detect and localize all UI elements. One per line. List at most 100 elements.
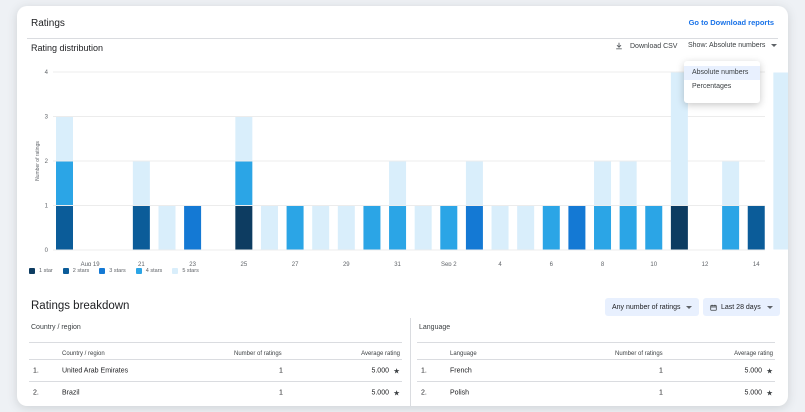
header-country: Country / region (62, 350, 105, 357)
header-language: Language (450, 350, 477, 357)
date-range-filter[interactable]: Last 28 days (703, 298, 780, 316)
table-header: Country / region Number of ratings Avera… (29, 348, 402, 359)
menu-item-absolute-numbers[interactable]: Absolute numbers (684, 66, 760, 80)
chevron-down-icon (766, 305, 773, 309)
bar-segment-3-stars[interactable] (465, 206, 483, 250)
show-dropdown-menu: Absolute numbers Percentages (684, 61, 760, 103)
legend-swatch (29, 268, 35, 274)
x-tick-label: 21 (138, 262, 145, 266)
bar-segment-4-stars[interactable] (286, 206, 304, 250)
legend-item[interactable]: 4 stars (135, 268, 162, 274)
header-average-rating: Average rating (734, 350, 773, 357)
rating-count-filter-label: Any number of ratings (612, 303, 681, 311)
bar-segment-1-star[interactable] (670, 206, 688, 250)
legend-label: 1 star (39, 268, 53, 274)
y-tick-label: 3 (45, 115, 49, 121)
download-icon (616, 42, 622, 50)
table-divider (29, 342, 402, 343)
bar-segment-4-stars[interactable] (645, 206, 663, 250)
bar-segment-4-stars[interactable] (722, 206, 740, 250)
y-axis-label: Number of ratings (35, 141, 41, 181)
bar-segment-2-stars[interactable] (56, 206, 73, 250)
table-divider (417, 342, 775, 343)
bar-segment-5-stars[interactable] (56, 117, 73, 161)
bar-segment-4-stars[interactable] (594, 206, 612, 250)
page-title: Ratings (31, 18, 65, 29)
legend-item[interactable]: 2 stars (62, 268, 89, 274)
bar-segment-4-stars[interactable] (542, 206, 560, 250)
bar-segment-4-stars[interactable] (440, 206, 458, 250)
x-tick-label: 25 (240, 262, 247, 266)
star-icon: ★ (393, 388, 400, 397)
star-icon: ★ (766, 366, 773, 375)
x-tick-label: 23 (189, 262, 196, 266)
legend-swatch (62, 268, 69, 274)
ratings-breakdown-title: Ratings breakdown (31, 300, 130, 312)
header-number-of-ratings: Number of ratings (234, 350, 282, 357)
bar-segment-5-stars[interactable] (132, 161, 150, 206)
bar-segment-5-stars[interactable] (235, 117, 253, 161)
show-dropdown[interactable]: Show: Absolute numbers (688, 42, 778, 49)
row-average: 5.000 (744, 389, 762, 396)
y-tick-label: 1 (45, 204, 49, 210)
bar-segment-4-stars[interactable] (235, 161, 253, 206)
language-table: Language Language Number of ratings Aver… (417, 322, 775, 403)
rating-count-filter[interactable]: Any number of ratings (605, 298, 700, 316)
x-tick-label: 4 (498, 262, 502, 266)
bar-segment-5-stars[interactable] (389, 161, 407, 206)
x-tick-label: 8 (601, 262, 605, 266)
row-count: 1 (659, 367, 663, 374)
row-index: 1. (421, 367, 427, 374)
bar-segment-3-stars[interactable] (184, 206, 202, 250)
row-count: 1 (279, 367, 283, 374)
bar-segment-5-stars[interactable] (517, 206, 535, 250)
download-csv-button[interactable]: Download CSV (615, 42, 677, 50)
y-tick-label: 4 (45, 70, 49, 76)
bar-segment-2-stars[interactable] (747, 206, 765, 250)
y-tick-label: 0 (45, 248, 49, 254)
legend-item[interactable]: 5 stars (172, 268, 199, 274)
download-reports-link[interactable]: Go to Download reports (688, 18, 774, 27)
chart-legend: 1 star 2 stars 3 stars 4 stars 5 stars (29, 268, 199, 274)
bar-segment-5-stars[interactable] (337, 206, 355, 250)
bar-segment-1-star[interactable] (235, 206, 253, 250)
row-average: 5.000 (744, 367, 762, 374)
bar-segment-5-stars[interactable] (619, 161, 637, 206)
x-tick-label: Sep 2 (441, 262, 457, 266)
bar-segment-5-stars[interactable] (414, 206, 432, 250)
table-row: 1. United Arab Emirates 1 5.000 ★ (29, 359, 402, 381)
bar-segment-5-stars[interactable] (722, 161, 740, 206)
legend-swatch (172, 268, 179, 274)
bar-segment-3-stars[interactable] (568, 206, 586, 250)
tables-divider (410, 318, 411, 406)
bar-segment-5-stars[interactable] (260, 206, 278, 250)
language-caption: Language (419, 324, 451, 331)
legend-item[interactable]: 3 stars (99, 268, 126, 274)
bar-segment-5-stars[interactable] (491, 206, 509, 250)
table-row: 2. Polish 1 5.000 ★ (417, 381, 775, 403)
bar-segment-5-stars[interactable] (312, 206, 330, 250)
bar-segment-5-stars[interactable] (465, 161, 483, 206)
menu-item-percentages[interactable]: Percentages (692, 83, 732, 90)
row-name: United Arab Emirates (62, 367, 129, 374)
bar-segment-4-stars[interactable] (619, 206, 637, 250)
bar-segment-5-stars[interactable] (594, 161, 612, 206)
legend-item[interactable]: 1 star (29, 268, 53, 274)
bar-segment-2-stars[interactable] (132, 206, 150, 250)
bar-segment-5-stars[interactable] (670, 72, 688, 206)
bar-segment-4-stars[interactable] (389, 206, 407, 250)
row-average: 5.000 (371, 367, 389, 374)
rating-distribution-title: Rating distribution (31, 43, 104, 53)
chevron-down-icon (686, 305, 693, 309)
row-count: 1 (279, 389, 283, 396)
bar-segment-5-stars[interactable] (158, 206, 176, 250)
table-row: 1. French 1 5.000 ★ (417, 359, 775, 381)
bar-segment-4-stars[interactable] (56, 161, 73, 206)
star-icon: ★ (393, 366, 400, 375)
bar-segment-5-stars[interactable] (773, 72, 788, 250)
row-count: 1 (659, 389, 663, 396)
header-average-rating: Average rating (361, 350, 400, 357)
show-dropdown-label: Show: Absolute numbers (688, 42, 766, 49)
bar-segment-4-stars[interactable] (363, 206, 381, 250)
